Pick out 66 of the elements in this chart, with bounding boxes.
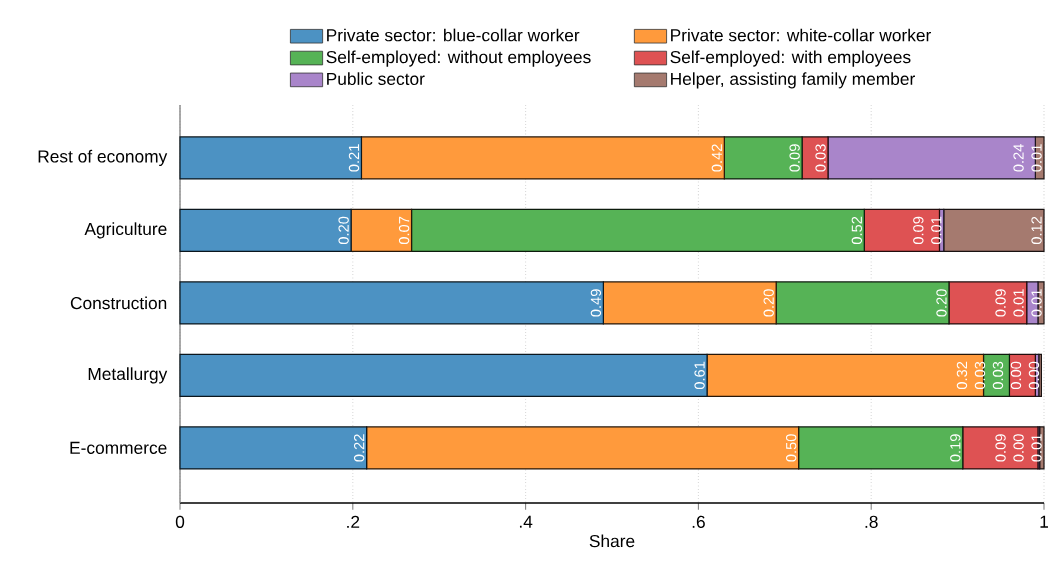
data-label: 0.01 [1031,434,1042,462]
bar [350,208,413,253]
data-label: 0.09 [995,289,1006,317]
data-label: 0.01 [1031,289,1042,317]
legend-label: Public sector [327,72,425,86]
data-label: 0.09 [789,144,800,172]
legend-label: Self-employed: with employees [670,50,911,67]
bar [775,281,950,325]
x-tick-label: 0 [175,515,185,528]
legend-label: Private sector: blue-collar worker [327,28,580,42]
data-label: 0.09 [995,434,1006,462]
bar [863,208,941,253]
bar [706,353,985,397]
bar [179,426,368,470]
x-tick-label: 1 [1040,515,1048,528]
data-label: 0.42 [711,144,723,172]
data-label: 0.01 [1013,289,1024,317]
data-label: 0.01 [1031,144,1042,172]
data-label: 0.32 [956,361,968,390]
data-label: 0.12 [1031,216,1042,245]
x-tick-label: .2 [347,515,360,528]
x-tick-label: .8 [865,515,878,528]
data-label: 0.00 [1028,361,1040,390]
bar [948,281,1028,325]
data-label: 0.03 [974,361,986,390]
legend-label: Self-employed: without employees [326,50,591,67]
data-label: 0.52 [851,216,863,245]
y-tick-label: Metallurgy [88,367,168,384]
bar [179,281,604,325]
data-label: 0.01 [931,216,942,245]
x-axis-title: Share [589,534,635,548]
y-tick-label: Rest of economy [38,149,168,166]
data-label: 0.20 [763,289,774,317]
y-tick-label: Agriculture [84,222,167,239]
bar [602,281,777,325]
data-label: 0.22 [354,434,365,462]
data-label: 0.24 [1013,144,1024,172]
bar [943,208,1045,253]
data-label: 0.20 [936,289,947,317]
data-label: 0.20 [338,216,349,245]
bar [723,136,803,180]
bar [179,136,363,180]
bar [366,426,800,470]
data-label: 0.07 [398,216,410,245]
data-label: 0.19 [950,434,961,462]
data-label: 0.03 [815,144,826,172]
data-label: 0.03 [992,361,1004,390]
x-tick-label: .6 [692,515,705,528]
legend-label: Helper, assisting family member [671,72,915,89]
data-label: 0.21 [348,144,360,172]
data-label: 0.50 [785,434,797,462]
data-label: 0.09 [913,216,924,245]
data-label: 0.49 [590,289,602,317]
bar [410,208,865,253]
y-tick-label: E-commerce [70,441,167,454]
data-label: 0.61 [694,361,705,390]
y-tick-label: Construction [70,296,167,310]
data-label: 0.00 [1013,434,1024,462]
bar [360,136,725,180]
bar [179,208,352,253]
bar [801,136,829,180]
legend-label: Private sector: white-collar worker [671,28,932,42]
data-label: 0.00 [1010,361,1022,390]
bar [798,426,964,470]
x-tick-label: .4 [519,515,533,528]
bar [179,353,708,397]
